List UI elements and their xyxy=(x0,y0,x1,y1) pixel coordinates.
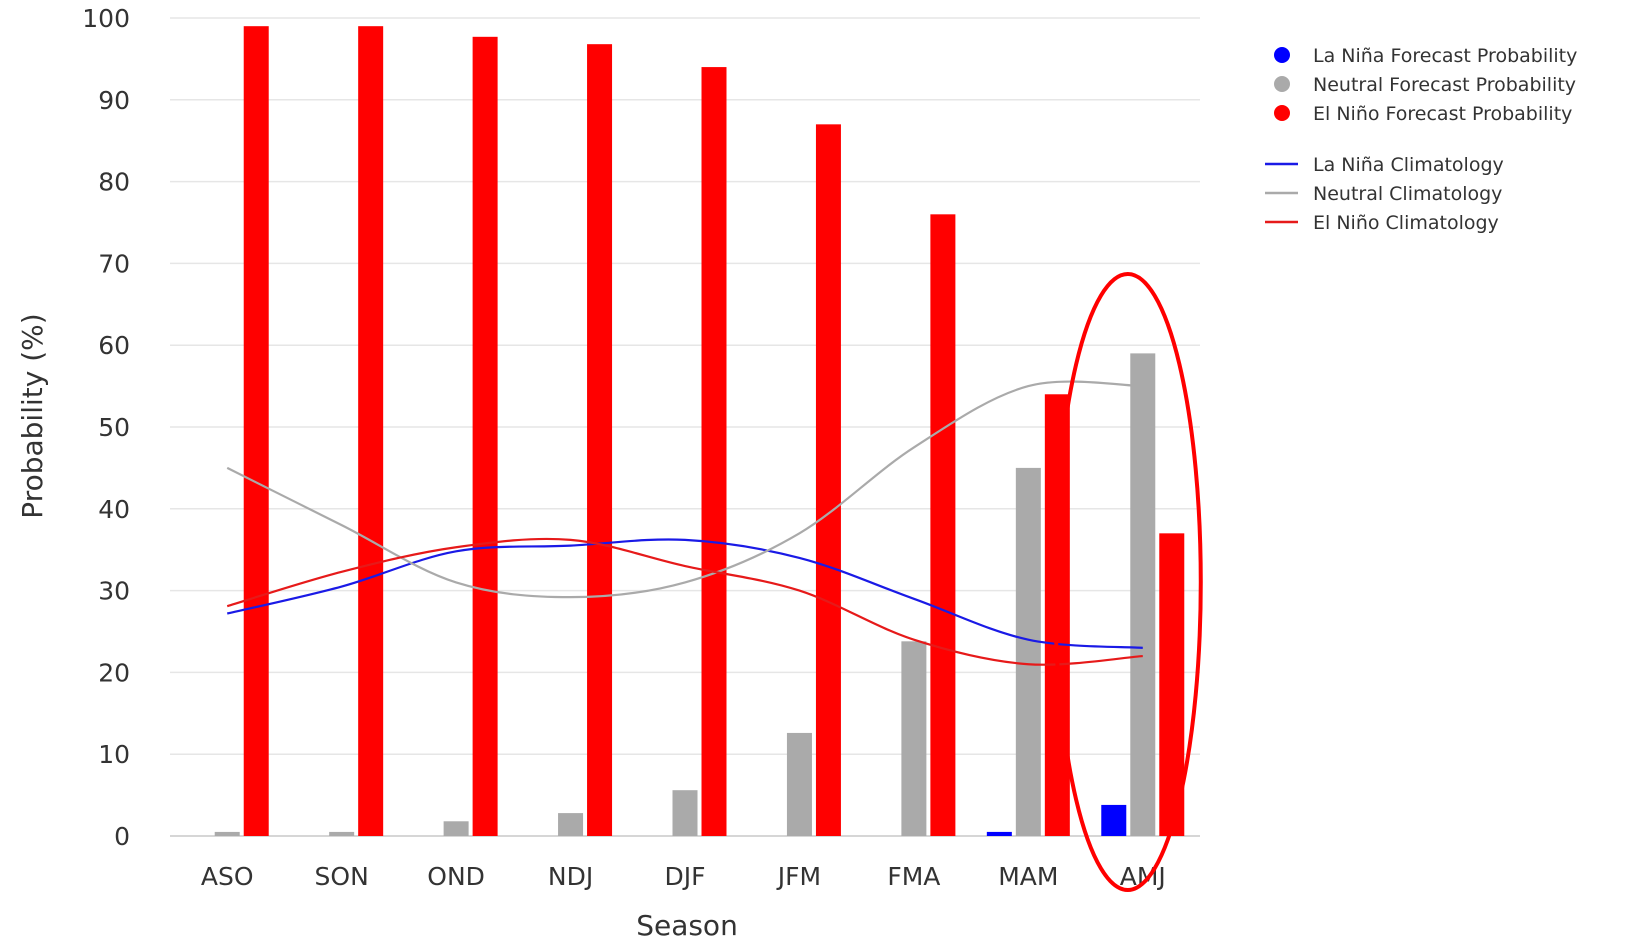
x-axis: ASO SON OND NDJ DJF JFM FMA MAM AMJ xyxy=(170,835,1200,891)
bar-djf-2 xyxy=(701,67,727,836)
legend-marker xyxy=(1274,47,1290,63)
climatology-line-1 xyxy=(226,380,1143,599)
x-tick-label: ASO xyxy=(201,862,254,891)
y-tick-label: 100 xyxy=(82,4,130,33)
bar-aso-1 xyxy=(214,831,240,836)
legend: La Niña Forecast Probability Neutral Fore… xyxy=(1265,45,1577,234)
legend-label: Neutral Forecast Probability xyxy=(1313,74,1576,96)
y-tick-label: 80 xyxy=(98,168,130,197)
x-tick-label: JFM xyxy=(776,862,821,891)
bar-amj-2 xyxy=(1159,533,1185,836)
legend-label: La Niña Climatology xyxy=(1313,154,1504,176)
bar-fma-2 xyxy=(930,214,956,836)
bar-ndj-1 xyxy=(558,813,584,836)
legend-label: La Niña Forecast Probability xyxy=(1313,45,1577,67)
annotations xyxy=(1052,272,1203,892)
bar-son-1 xyxy=(329,831,355,836)
y-tick-label: 30 xyxy=(98,577,130,606)
climatology-line-0 xyxy=(226,538,1143,649)
bar-series xyxy=(214,26,1185,837)
bar-ndj-2 xyxy=(587,44,613,836)
climatology-lines xyxy=(226,380,1143,666)
x-tick-label: MAM xyxy=(998,862,1058,891)
y-tick-label: 0 xyxy=(114,822,130,851)
bar-mam-2 xyxy=(1044,394,1070,836)
x-axis-title: Season xyxy=(636,909,738,942)
legend-label: El Niño Forecast Probability xyxy=(1313,103,1572,125)
y-tick-label: 90 xyxy=(98,86,130,115)
bar-jfm-2 xyxy=(815,124,841,837)
y-tick-label: 40 xyxy=(98,495,130,524)
y-tick-label: 20 xyxy=(98,658,130,687)
bar-mam-0 xyxy=(986,831,1012,836)
bar-fma-1 xyxy=(901,641,927,836)
y-tick-label: 70 xyxy=(98,249,130,278)
legend-label: El Niño Climatology xyxy=(1313,212,1499,234)
legend-label: Neutral Climatology xyxy=(1313,183,1502,205)
bar-amj-0 xyxy=(1101,804,1127,836)
climatology-line-2 xyxy=(226,537,1143,666)
y-axis: 0 10 20 30 40 50 60 70 80 90 100 xyxy=(82,4,130,851)
legend-marker xyxy=(1274,105,1290,121)
grid-lines xyxy=(170,17,1200,837)
x-tick-label: SON xyxy=(315,862,369,891)
bar-djf-1 xyxy=(672,790,698,836)
bar-mam-1 xyxy=(1015,467,1041,836)
x-tick-label: OND xyxy=(427,862,485,891)
y-tick-label: 60 xyxy=(98,331,130,360)
bar-aso-2 xyxy=(243,26,269,837)
bar-jfm-1 xyxy=(786,732,812,836)
bar-son-2 xyxy=(358,26,384,837)
legend-marker xyxy=(1274,76,1290,92)
x-tick-label: NDJ xyxy=(548,862,593,891)
x-tick-label: DJF xyxy=(664,862,705,891)
y-tick-label: 50 xyxy=(98,413,130,442)
x-tick-label: AMJ xyxy=(1120,862,1166,891)
x-tick-label: FMA xyxy=(887,862,940,891)
highlight-ellipse xyxy=(1052,272,1203,892)
bar-ond-1 xyxy=(443,821,469,836)
bar-ond-2 xyxy=(472,36,498,836)
y-tick-label: 10 xyxy=(98,740,130,769)
bar-amj-1 xyxy=(1130,353,1156,836)
y-axis-title: Probability (%) xyxy=(16,313,49,518)
